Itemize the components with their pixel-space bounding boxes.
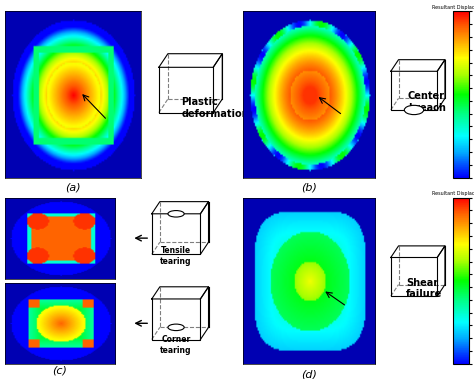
Text: Plastic
deformation: Plastic deformation: [182, 97, 249, 119]
Text: (c): (c): [53, 366, 67, 376]
Ellipse shape: [168, 324, 184, 330]
Text: (b): (b): [301, 183, 317, 193]
Text: Shear
failure: Shear failure: [406, 278, 443, 299]
Title: Resultant Displacement: Resultant Displacement: [432, 191, 474, 196]
Title: Resultant Displacement: Resultant Displacement: [432, 5, 474, 9]
Text: Tensile
tearing: Tensile tearing: [160, 246, 192, 266]
Text: (d): (d): [301, 369, 317, 379]
Text: Corner
tearing: Corner tearing: [160, 335, 192, 355]
Text: Center
breach: Center breach: [408, 91, 446, 113]
Ellipse shape: [404, 105, 424, 114]
Text: (a): (a): [65, 183, 81, 193]
Ellipse shape: [168, 211, 184, 217]
